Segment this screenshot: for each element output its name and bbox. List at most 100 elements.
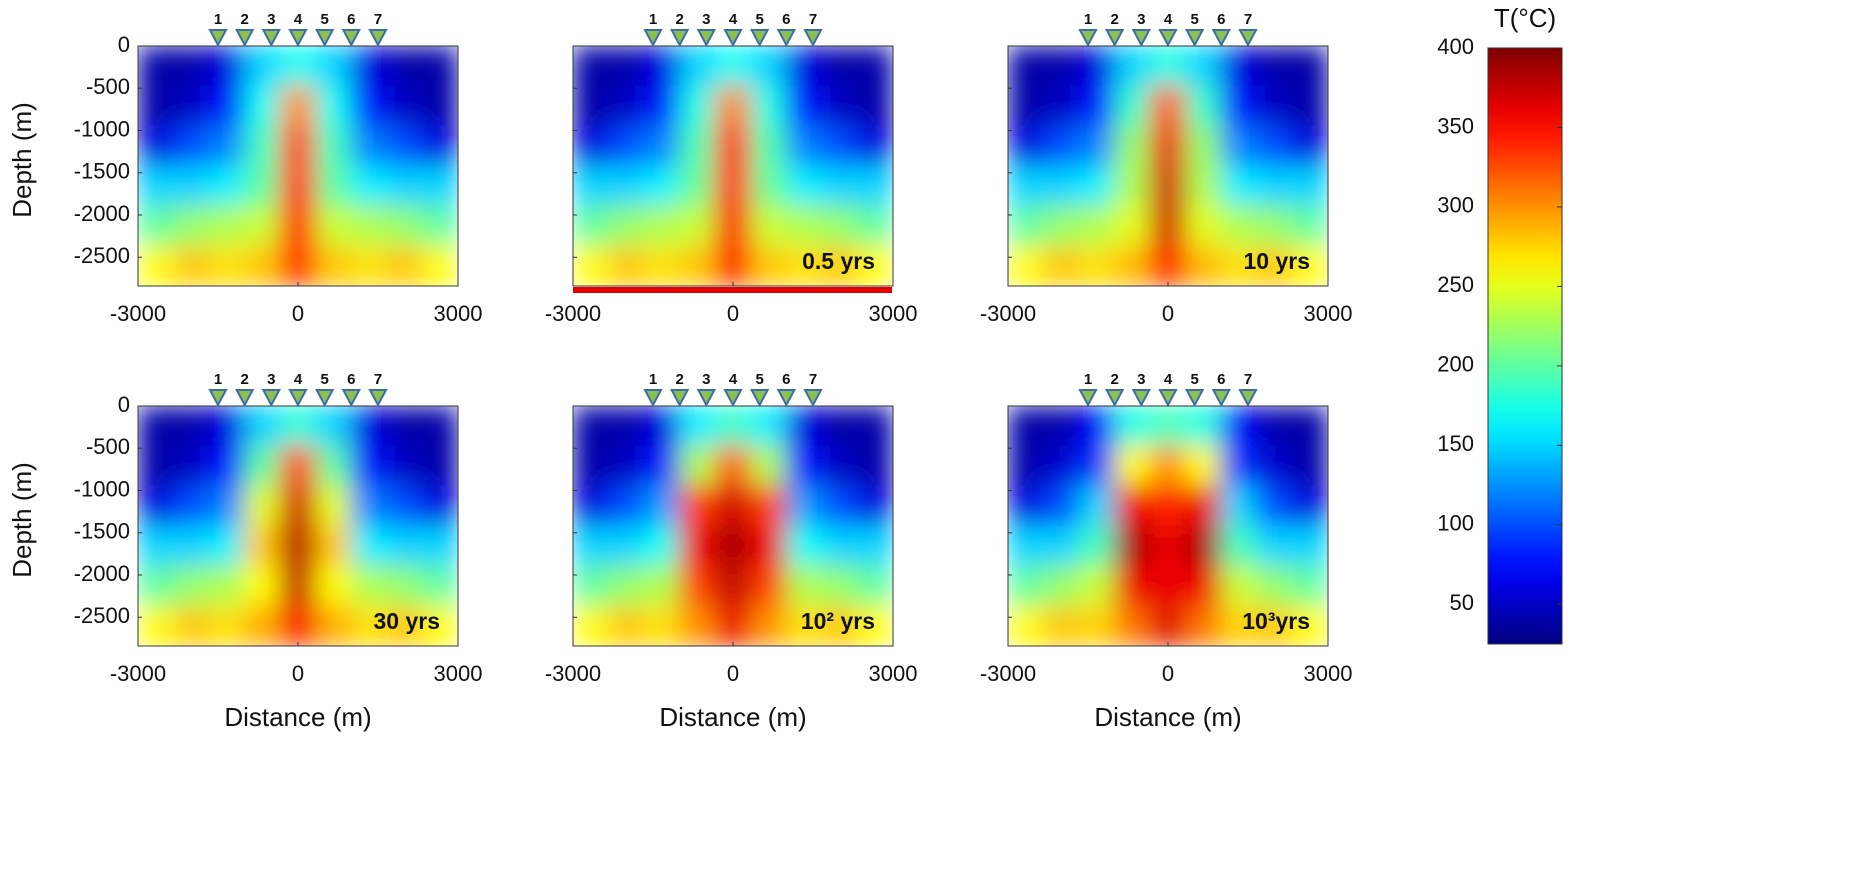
cell <box>750 245 787 286</box>
cell <box>279 205 317 247</box>
cell <box>1043 406 1080 447</box>
station-marker <box>776 389 796 408</box>
cell <box>1220 245 1258 286</box>
cell <box>679 205 716 247</box>
station-label: 3 <box>702 371 710 388</box>
cell <box>386 605 423 646</box>
cell <box>856 565 893 607</box>
cell <box>1149 406 1187 447</box>
cell <box>1291 525 1328 567</box>
cell <box>785 406 823 447</box>
cell <box>1291 85 1328 127</box>
cell <box>573 605 610 646</box>
station-label: 5 <box>755 11 763 28</box>
station-label: 6 <box>1217 371 1225 388</box>
cell <box>1149 165 1187 207</box>
cell <box>573 406 610 447</box>
cell <box>173 445 210 487</box>
cell <box>573 46 610 87</box>
cell <box>1114 525 1151 567</box>
cell <box>386 406 423 447</box>
station-label: 6 <box>1217 11 1225 28</box>
heatmap-cells <box>573 406 893 646</box>
colorbar-tick-label: 100 <box>1437 511 1474 536</box>
station-label: 2 <box>1110 11 1118 28</box>
cell <box>386 565 423 607</box>
station-label: 4 <box>729 11 738 28</box>
cell <box>643 565 681 607</box>
cell <box>608 125 645 167</box>
cell <box>315 406 352 447</box>
cell <box>1078 565 1116 607</box>
x-tick-label: -3000 <box>980 661 1036 686</box>
cell <box>643 205 681 247</box>
cell <box>279 245 317 286</box>
station-label: 3 <box>1137 371 1145 388</box>
cell <box>1256 46 1293 87</box>
cell <box>1114 165 1151 207</box>
station-label: 7 <box>1244 371 1252 388</box>
cell <box>1291 205 1328 247</box>
cell <box>785 485 823 527</box>
colorbar-tick-label: 150 <box>1437 431 1474 456</box>
cell <box>1008 125 1045 167</box>
cell <box>1291 485 1328 527</box>
cell <box>1185 205 1222 247</box>
cell <box>386 165 423 207</box>
cell <box>856 205 893 247</box>
cell <box>279 125 317 167</box>
cell <box>785 445 823 487</box>
y-axis-label: Depth (m) <box>7 102 37 218</box>
station-marker <box>1211 29 1231 48</box>
station-marker <box>803 389 823 408</box>
x-tick-label: -3000 <box>980 301 1036 326</box>
station-marker <box>723 389 743 408</box>
cell <box>608 85 645 127</box>
cell <box>856 445 893 487</box>
cell <box>750 406 787 447</box>
cell <box>173 125 210 167</box>
cell <box>421 205 458 247</box>
heatmap <box>1008 406 1328 646</box>
cell <box>1220 205 1258 247</box>
station-label: 1 <box>1084 11 1092 28</box>
cell <box>208 525 246 567</box>
cell <box>138 565 175 607</box>
cell <box>1078 605 1116 646</box>
cell <box>1043 525 1080 567</box>
cell <box>386 485 423 527</box>
cell <box>856 525 893 567</box>
cell <box>173 565 210 607</box>
station-marker <box>288 29 308 48</box>
station-marker <box>696 389 716 408</box>
station-marker <box>643 29 663 48</box>
cell <box>1185 245 1222 286</box>
cell <box>821 205 858 247</box>
cell <box>679 165 716 207</box>
cell <box>1149 565 1187 607</box>
cell <box>315 245 352 286</box>
station-marker <box>1158 29 1178 48</box>
cell <box>1114 565 1151 607</box>
x-tick-label: 0 <box>727 301 739 326</box>
cell <box>1256 565 1293 607</box>
cell <box>173 205 210 247</box>
station-label: 6 <box>782 371 790 388</box>
y-tick-label: 0 <box>118 392 130 417</box>
cell <box>643 46 681 87</box>
cell <box>138 46 175 87</box>
cell <box>679 406 716 447</box>
station-marker <box>1185 29 1205 48</box>
cell <box>386 46 423 87</box>
cell <box>421 125 458 167</box>
cell <box>714 406 752 447</box>
station-label: 1 <box>214 11 222 28</box>
cell <box>1008 485 1045 527</box>
cell <box>821 445 858 487</box>
cell <box>386 525 423 567</box>
station-label: 5 <box>755 371 763 388</box>
cell <box>1078 85 1116 127</box>
cell <box>421 445 458 487</box>
cell <box>1078 485 1116 527</box>
cell <box>821 85 858 127</box>
